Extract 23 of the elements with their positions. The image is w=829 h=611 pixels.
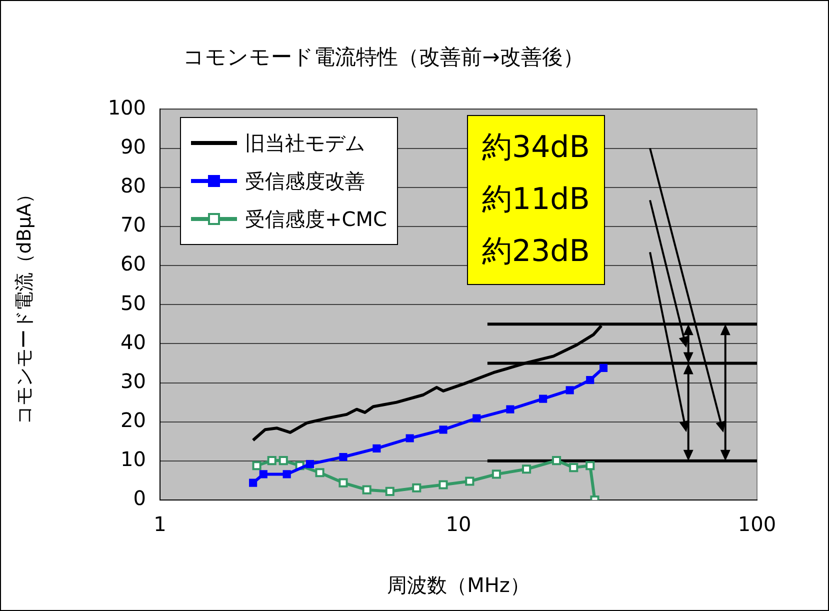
y-tick-label: 60 bbox=[120, 252, 146, 276]
y-tick-label: 50 bbox=[120, 290, 146, 315]
x-axis-title: 周波数（MHz） bbox=[387, 573, 530, 598]
annotation: 約34dB bbox=[482, 129, 590, 168]
chart-title: コモンモード電流特性（改善前→改善後） bbox=[183, 45, 584, 70]
y-tick-label: 80 bbox=[120, 174, 146, 198]
legend-label: 受信感度+CMC bbox=[245, 206, 387, 234]
annotation: 約23dB bbox=[482, 233, 590, 272]
y-tick-label: 100 bbox=[108, 95, 146, 120]
y-tick-label: 10 bbox=[120, 447, 146, 472]
y-tick-label: 40 bbox=[120, 330, 146, 354]
y-tick-label: 30 bbox=[120, 368, 146, 393]
y-axis-title: コモンモード電流（dBμA） bbox=[13, 184, 36, 425]
x-tick-label: 1 bbox=[154, 512, 166, 536]
y-tick-label: 90 bbox=[120, 134, 146, 158]
y-tick-label: 0 bbox=[133, 486, 146, 510]
annotation: 約11dB bbox=[482, 181, 590, 220]
legend-label: 受信感度改善 bbox=[245, 168, 365, 196]
y-tick-label: 70 bbox=[120, 212, 146, 237]
x-tick-label: 100 bbox=[738, 512, 776, 536]
x-tick-label: 10 bbox=[446, 512, 472, 536]
legend-label: 旧当社モデム bbox=[245, 130, 365, 158]
y-tick-label: 20 bbox=[120, 408, 146, 432]
